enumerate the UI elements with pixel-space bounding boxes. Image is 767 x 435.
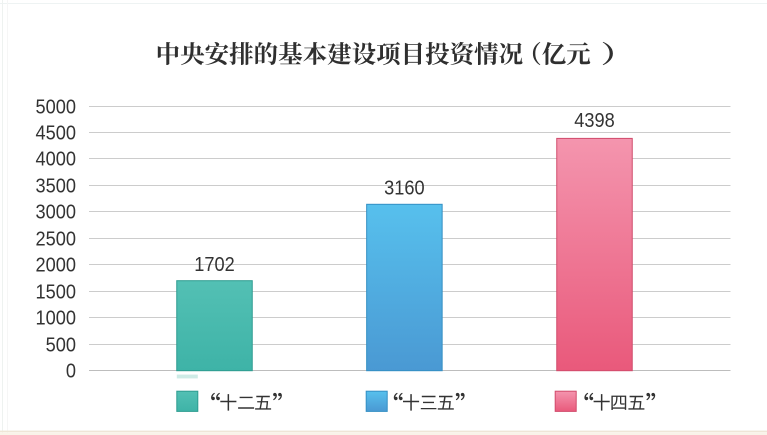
svg-text:2000: 2000: [36, 255, 76, 277]
svg-text:3160: 3160: [384, 178, 424, 200]
svg-text:2500: 2500: [36, 229, 76, 251]
svg-text:1500: 1500: [36, 282, 76, 304]
svg-text:0: 0: [66, 361, 76, 383]
svg-text:500: 500: [46, 335, 76, 357]
svg-text:4500: 4500: [36, 123, 76, 145]
svg-text:4000: 4000: [36, 149, 76, 171]
svg-text:5000: 5000: [36, 97, 76, 119]
svg-text:3000: 3000: [36, 202, 76, 224]
svg-text:1000: 1000: [36, 308, 76, 330]
svg-text:1702: 1702: [194, 254, 234, 276]
svg-text:4398: 4398: [574, 110, 614, 132]
svg-text:3500: 3500: [36, 176, 76, 198]
